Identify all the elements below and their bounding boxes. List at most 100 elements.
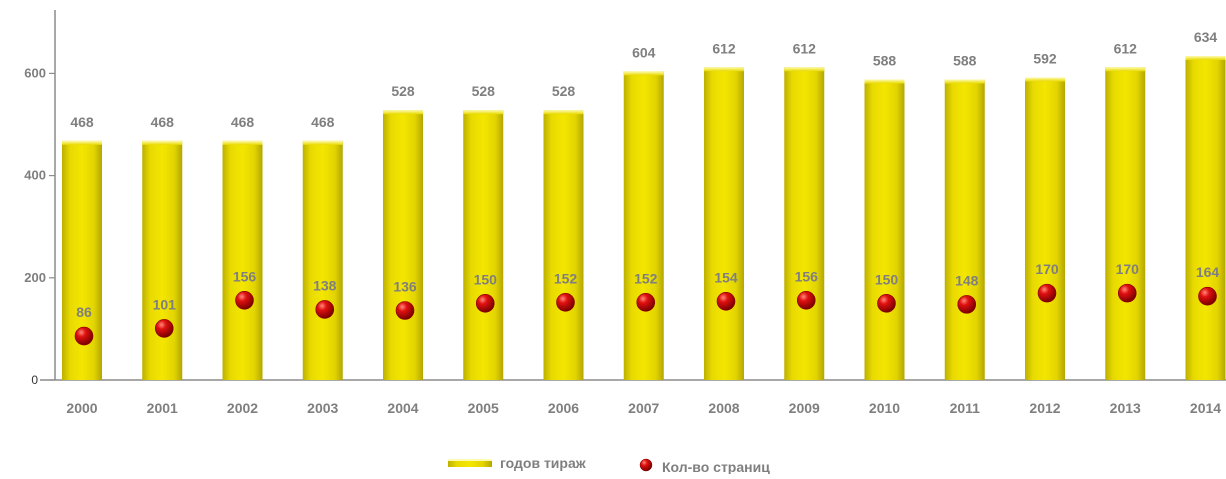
y-tick-label: 600	[24, 65, 46, 80]
bar-value-label: 612	[793, 40, 817, 56]
x-tick-label: 2010	[869, 400, 900, 416]
point-2003	[315, 300, 335, 319]
legend-label-points: Кол-во страниц	[662, 459, 770, 474]
bar-top-2014	[1185, 56, 1226, 61]
point-value-label: 138	[313, 277, 337, 293]
x-tick-label: 2012	[1029, 400, 1060, 416]
bar-value-label: 468	[70, 114, 94, 130]
y-tick-label: 400	[24, 168, 46, 183]
point-2010	[877, 294, 896, 313]
x-tick-label: 2002	[227, 400, 258, 416]
bar-value-label: 588	[953, 53, 977, 69]
point-value-label: 150	[875, 271, 899, 287]
point-value-label: 150	[474, 271, 498, 287]
point-2005	[475, 294, 495, 313]
legend-bar-swatch-top	[448, 459, 492, 461]
point-2014	[1198, 286, 1217, 306]
bar-top-2005	[463, 110, 504, 115]
point-value-label: 152	[634, 270, 658, 286]
bar-2014	[1185, 56, 1226, 380]
point-2008	[716, 292, 736, 311]
point-value-label: 170	[1035, 261, 1059, 277]
bar-top-2008	[704, 67, 744, 72]
bar-value-label: 468	[231, 114, 255, 130]
point-value-label: 148	[955, 272, 979, 288]
x-tick-label: 2004	[387, 400, 418, 416]
x-tick-label: 2013	[1110, 400, 1141, 416]
bar-2006	[543, 110, 584, 380]
point-2006	[556, 293, 575, 312]
x-tick-label: 2014	[1190, 400, 1221, 416]
point-value-label: 86	[76, 304, 92, 320]
point-value-label: 170	[1116, 261, 1140, 277]
point-2013	[1117, 283, 1137, 303]
bar-value-label: 604	[632, 44, 656, 60]
x-tick-label: 2005	[468, 400, 499, 416]
x-tick-label: 2001	[147, 400, 178, 416]
bar-value-label: 588	[873, 53, 897, 69]
bar-2004	[383, 110, 423, 380]
point-value-label: 156	[233, 268, 257, 284]
bar-top-2013	[1105, 67, 1146, 72]
bar-2001	[142, 140, 183, 380]
bar-value-label: 468	[151, 114, 175, 130]
bar-value-label: 592	[1033, 50, 1057, 66]
bar-2002	[222, 140, 263, 380]
bar-top-2011	[944, 79, 985, 84]
legend-label-bars: годов тираж	[500, 455, 587, 471]
bar-top-2010	[864, 79, 905, 84]
point-value-label: 101	[153, 296, 177, 312]
x-tick-label: 2009	[789, 400, 820, 416]
point-value-label: 156	[795, 268, 819, 284]
bar-2011	[944, 79, 985, 381]
bar-2009	[784, 67, 825, 380]
point-2001	[154, 319, 174, 338]
x-tick-label: 2006	[548, 400, 579, 416]
x-tick-label: 2003	[307, 400, 338, 416]
bar-2012	[1025, 77, 1065, 380]
bar-2008	[704, 67, 744, 380]
x-tick-label: 2011	[950, 400, 981, 416]
bar-2013	[1105, 67, 1146, 380]
point-2012	[1037, 283, 1057, 303]
legend-bar-swatch	[448, 459, 492, 467]
bar-value-label: 528	[552, 83, 576, 99]
bar-top-2006	[543, 110, 584, 115]
point-2011	[957, 295, 977, 314]
point-value-label: 136	[393, 279, 417, 295]
bar-top-2001	[142, 140, 183, 145]
bar-value-label: 634	[1194, 29, 1218, 45]
point-2004	[395, 301, 415, 320]
point-value-label: 154	[714, 269, 738, 285]
point-2007	[636, 293, 656, 312]
bar-top-2009	[784, 67, 825, 72]
x-tick-label: 2007	[628, 400, 659, 416]
bar-top-2004	[383, 110, 423, 115]
bar-top-2007	[623, 71, 664, 76]
bar-value-label: 528	[472, 83, 496, 99]
x-tick-label: 2008	[708, 400, 739, 416]
point-2000	[74, 326, 94, 346]
point-2002	[235, 290, 254, 310]
bar-top-2003	[302, 140, 343, 145]
bar-top-2000	[62, 140, 102, 145]
bar-2003	[302, 140, 343, 380]
y-tick-label: 200	[24, 270, 46, 285]
point-value-label: 164	[1196, 264, 1220, 280]
bar-2005	[463, 110, 504, 380]
bar-value-label: 528	[391, 83, 415, 99]
y-tick-label: 0	[31, 373, 38, 387]
bar-value-label: 612	[712, 40, 736, 56]
bar-value-label: 468	[311, 114, 335, 130]
bar-2007	[623, 71, 664, 380]
bar-top-2002	[222, 140, 263, 145]
bar-2010	[864, 79, 905, 381]
bar-value-label: 612	[1114, 40, 1138, 56]
point-2009	[796, 290, 816, 310]
legend-dot-swatch	[639, 458, 653, 472]
bar-top-2012	[1025, 77, 1065, 82]
point-value-label: 152	[554, 270, 578, 286]
x-tick-label: 2000	[66, 400, 97, 416]
